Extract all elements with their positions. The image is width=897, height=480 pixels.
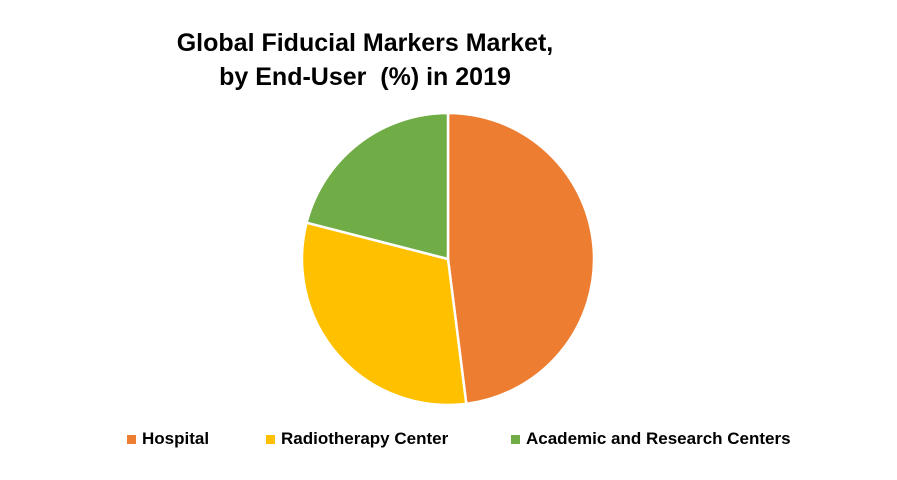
legend-label-academic-and-research-centers: Academic and Research Centers <box>526 429 791 448</box>
legend-label-radiotherapy-center: Radiotherapy Center <box>281 429 449 448</box>
legend-item-radiotherapy-center: Radiotherapy Center <box>266 429 448 449</box>
legend-swatch-academic-and-research-centers <box>511 434 520 444</box>
pie-slice-academic-and-research-centers <box>305 111 450 261</box>
legend: Hospital Radiotherapy Center Academic an… <box>0 429 897 453</box>
pie-slice-radiotherapy-center <box>300 221 468 407</box>
legend-label-hospital: Hospital <box>142 429 210 448</box>
chart-title: Global Fiducial Markers Market, by End-U… <box>0 26 730 94</box>
chart-title-line-2: by End-User (%) in 2019 <box>219 63 511 91</box>
legend-swatch-radiotherapy-center <box>266 434 275 444</box>
chart-title-line-1: Global Fiducial Markers Market, <box>176 29 554 57</box>
pie-slice-hospital <box>446 111 596 406</box>
legend-swatch-hospital <box>127 434 136 444</box>
legend-item-hospital: Hospital <box>127 429 209 449</box>
legend-item-academic-and-research-centers: Academic and Research Centers <box>511 429 791 449</box>
